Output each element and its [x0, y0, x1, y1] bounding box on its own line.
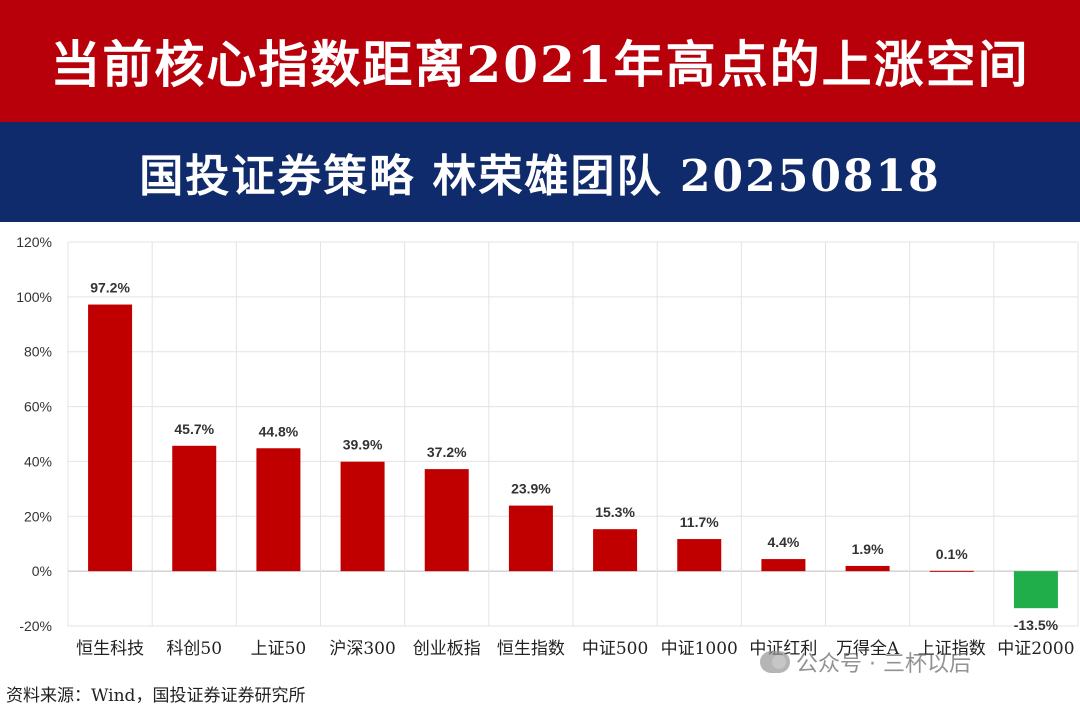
bar	[677, 539, 722, 572]
bar	[508, 505, 553, 572]
chart-subtitle: 国投证券策略 林荣雄团队 20250818	[0, 122, 1080, 222]
bar	[761, 559, 806, 572]
y-tick-label: -20%	[19, 618, 52, 634]
data-label: 44.8%	[259, 423, 299, 439]
bar	[172, 445, 217, 572]
bar	[929, 570, 974, 572]
bar-chart: -20% 0% 20% 40% 60% 80% 100% 120% 97.2% 恒生科技 45.7%…	[16, 234, 1079, 659]
watermark-text: 公众号 · 三杯以后	[796, 652, 971, 677]
source-note: 资料来源：Wind，国投证券证券研究所	[6, 686, 306, 706]
x-tick-label: 上证50	[251, 639, 307, 659]
x-tick-label: 中证500	[582, 639, 648, 659]
x-tick-label: 沪深300	[329, 639, 395, 659]
bar	[256, 448, 301, 572]
x-tick-label: 恒生科技	[76, 639, 144, 659]
y-tick-label: 0%	[32, 563, 52, 579]
watermark: 公众号 · 三杯以后	[760, 646, 971, 678]
x-tick-label: 科创50	[166, 639, 222, 659]
bar	[88, 304, 133, 572]
data-label: 4.4%	[767, 534, 799, 550]
x-tick-label: 上证指数	[918, 639, 986, 659]
y-tick-label: 120%	[16, 234, 52, 250]
wechat-icon	[760, 651, 790, 673]
bar	[424, 469, 469, 572]
data-label: 0.1%	[936, 546, 968, 562]
data-label: 45.7%	[174, 421, 214, 437]
data-label: 23.9%	[511, 481, 551, 497]
x-tick-label: 中证1000	[661, 639, 738, 659]
data-label: 39.9%	[343, 437, 383, 453]
chart-title: 当前核心指数距离2021年高点的上涨空间	[0, 0, 1080, 122]
x-tick-label: 创业板指	[413, 639, 481, 659]
bar	[593, 529, 638, 572]
x-tick-label: 恒生指数	[497, 639, 565, 659]
bar	[340, 461, 385, 572]
data-label: 1.9%	[852, 541, 884, 557]
data-label: 15.3%	[595, 504, 635, 520]
bar	[1013, 571, 1058, 609]
data-label: 11.7%	[680, 514, 719, 530]
data-label: -13.5%	[1014, 617, 1059, 633]
y-tick-label: 80%	[24, 344, 52, 360]
data-label: 97.2%	[90, 280, 130, 296]
bar	[845, 565, 890, 572]
y-tick-label: 40%	[24, 453, 52, 469]
y-tick-label: 100%	[16, 289, 52, 305]
y-tick-label: 60%	[24, 399, 52, 415]
x-tick-label: 万得全A	[836, 639, 900, 659]
x-tick-label: 中证2000	[997, 639, 1074, 659]
data-label: 37.2%	[427, 444, 467, 460]
y-tick-label: 20%	[24, 508, 52, 524]
